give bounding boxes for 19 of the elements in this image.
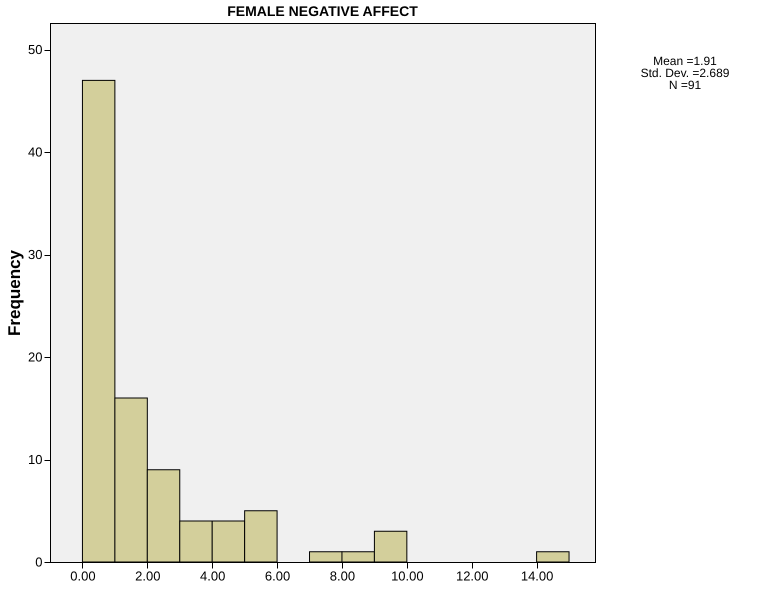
x-tick-label: 0.00 [70,568,96,584]
y-tick-label: 10 [28,452,42,468]
y-tick-label: 0 [35,554,42,570]
y-axis-title: Frequency [5,249,24,336]
x-tick-label: 10.00 [391,568,424,584]
x-tick-label: 12.00 [456,568,488,584]
y-tick-label: 50 [28,42,42,58]
text: N =91 [668,78,702,92]
chart-title: FEMALE NEGATIVE AFFECT [227,3,418,19]
x-tick-label: 4.00 [200,568,226,584]
y-tick-label: 40 [28,144,42,160]
text: Std. Dev. =2.689 [640,66,730,80]
y-tick-label: 20 [28,350,42,365]
x-tick-label: 8.00 [330,568,356,584]
y-tick-label: 30 [28,247,42,262]
x-tick-label: 6.00 [264,568,290,584]
x-tick-label: 14.00 [520,568,554,584]
text: Mean =1.91 [652,54,718,68]
x-tick-label: 2.00 [135,568,160,584]
